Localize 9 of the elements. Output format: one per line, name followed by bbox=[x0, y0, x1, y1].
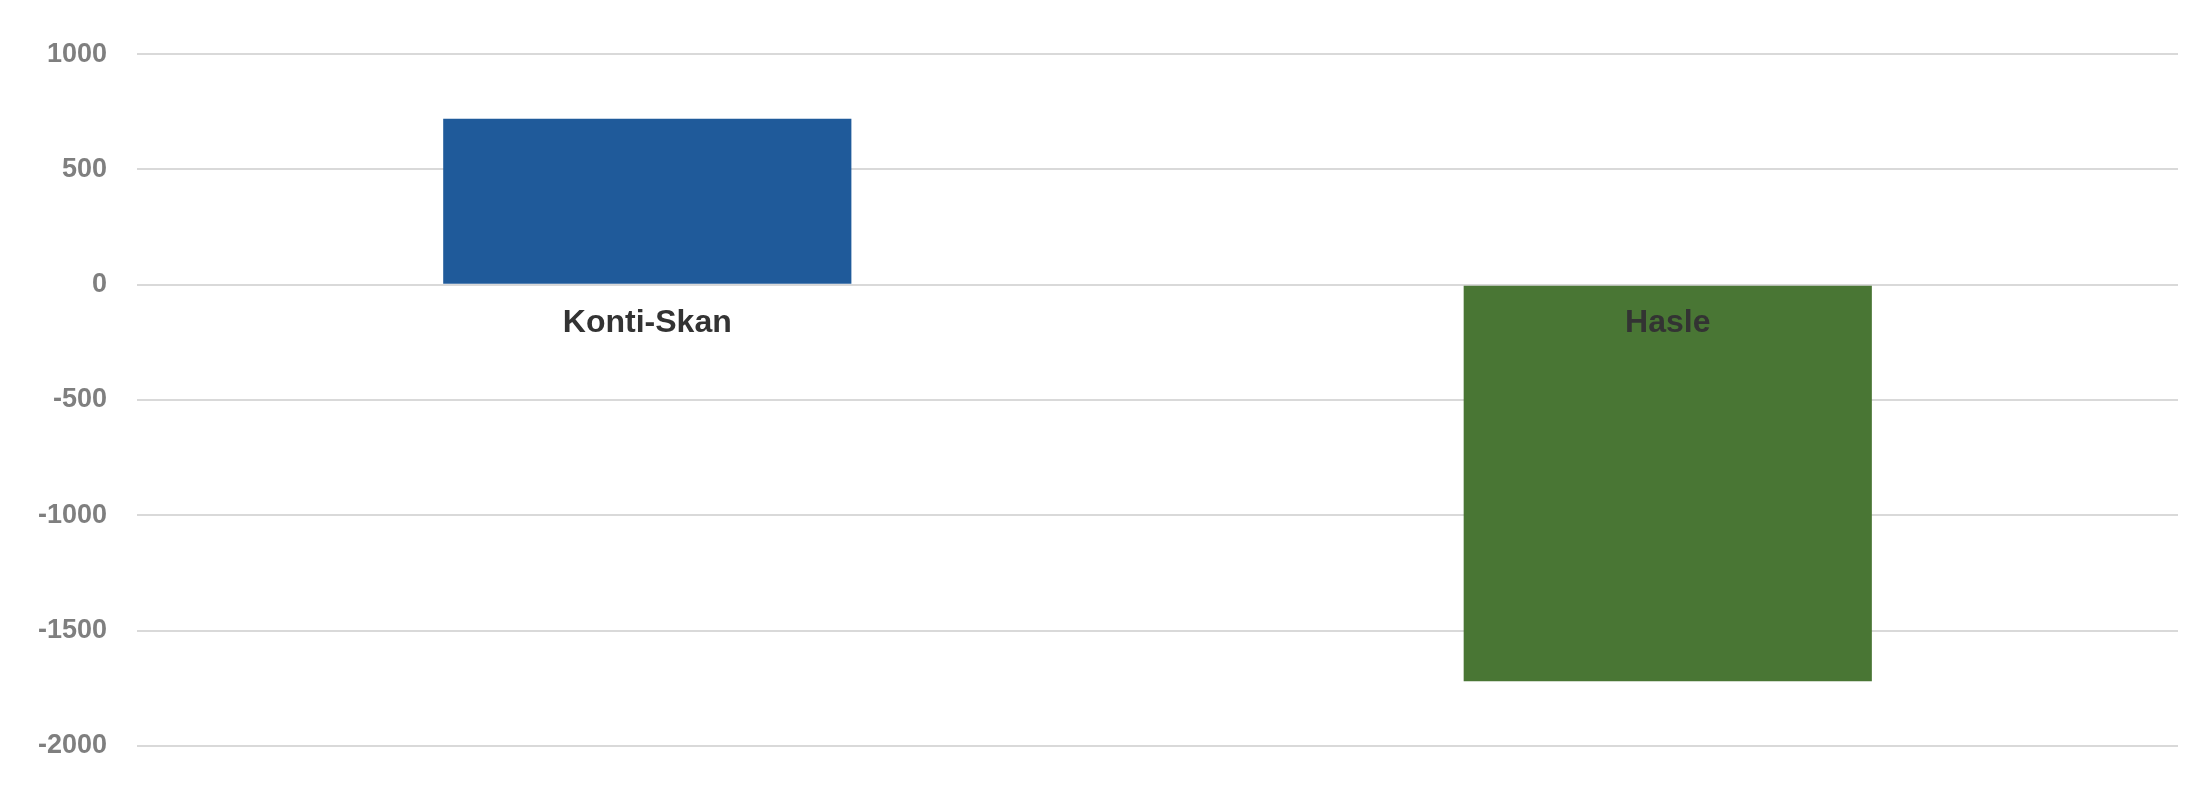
y-tick-label: -1500 bbox=[37, 613, 108, 644]
y-tick-label: -500 bbox=[53, 383, 108, 414]
x-tick-label: Konti-Skan bbox=[562, 302, 732, 339]
y-tick-label: 1000 bbox=[46, 37, 108, 68]
y-tick-label: 0 bbox=[92, 268, 108, 299]
x-tick-label: Hasle bbox=[1625, 302, 1711, 339]
y-tick-label: -1000 bbox=[37, 498, 108, 529]
y-tick-label: -2000 bbox=[37, 729, 108, 760]
y-tick-label: 500 bbox=[61, 152, 108, 183]
